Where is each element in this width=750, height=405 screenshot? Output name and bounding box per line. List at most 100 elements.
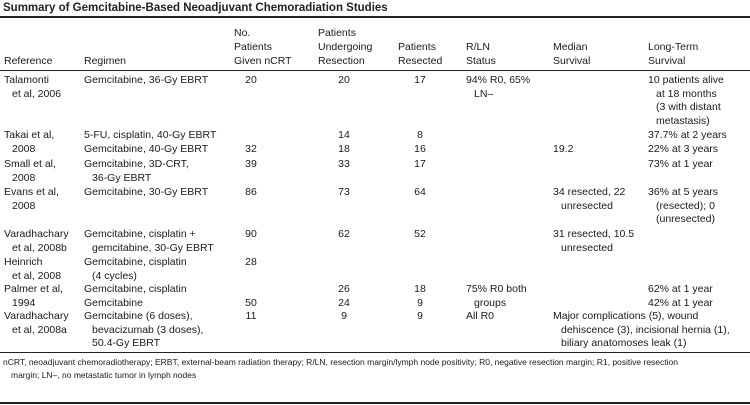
cell-line: Gemcitabine, 36-Gy EBRT [84,74,209,86]
cell-line: (3 with distant [656,101,721,113]
cell-line: 62% at 1 year [648,283,713,295]
cell-line: 20 [245,74,257,86]
cell-line: 18 [338,142,350,155]
cell-line: 9 [417,296,423,309]
cell-line: 9 [341,310,347,322]
column-header-line: Resected [398,55,443,67]
cell-resected: 52 [392,228,448,242]
cell-line: 39 [245,158,257,170]
cell-longterm: 10 patients alive at 18 months (3 with dis… [648,74,724,128]
cell-median: 34 resected, 22 unresected [553,186,625,213]
cell-undergoing: 9 [312,310,376,324]
cell-line: 32 [245,142,257,155]
cell-regimen: 5-FU, cisplatin, 40-Gy EBRT Gemcitabine, … [84,129,216,156]
cell-line: gemcitabine, 30-Gy EBRT [92,241,214,254]
cell-undergoing: 62 [312,228,376,242]
cell-line: 5-FU, cisplatin, 40-Gy EBRT [84,129,217,141]
column-header: Regimen [84,54,126,68]
cell-line: Palmer et al, [4,283,63,295]
cell-undergoing: 26 24 [312,283,376,310]
cell-undergoing: 20 [312,74,376,88]
cell-line: 52 [414,228,426,240]
cell-line: 22% at 3 years [648,142,719,155]
cell-line [220,129,282,143]
cell-regimen: Gemcitabine, 3D-CRT, 36-Gy EBRT [84,158,189,185]
cell-line: 16 [414,142,426,155]
cell-line: bevacizumab (3 doses), [92,323,204,336]
cell-given: 90 [220,228,282,242]
cell-line: 34 resected, 22 [553,186,626,198]
column-header-line: Patients [234,41,272,53]
cell-line: 37.7% at 2 years [648,129,727,141]
cell-line: 73 [338,186,350,198]
cell-reference: Small et al, 2008 [4,158,56,185]
cell-line: et al, 2008b [12,241,67,254]
cell-line: Gemcitabine, 30-Gy EBRT [84,186,209,198]
footnote-line: nCRT, neoadjuvant chemoradiotherapy; ERB… [3,357,678,367]
cell-median: 19.2 [553,129,573,156]
column-header-line: R/LN [466,41,490,53]
cell-line: et al, 2006 [12,87,62,100]
cell-line: 94% R0, 65% [466,74,531,86]
column-header: Median Survival [553,40,590,68]
header-rule [0,70,750,71]
cell-regimen: Gemcitabine (6 doses), bevacizumab (3 dos… [84,310,203,351]
cell-line: Gemcitabine, cisplatin [84,256,187,268]
cell-regimen: Gemcitabine, 36-Gy EBRT [84,74,208,88]
cell-line: (4 cycles) [92,269,137,282]
cell-line: 9 [417,310,423,322]
cell-line: 17 [414,158,426,170]
cell-line: 18 [414,283,426,295]
cell-line: groups [474,296,507,309]
column-header-line: Status [466,55,496,67]
cell-line: et al, 2008 [12,269,62,282]
cell-line [553,129,573,143]
cell-line: Takai et al, [4,129,55,141]
cell-reference: Takai et al, 2008 [4,129,54,156]
column-header-line: Patients [398,41,436,53]
cell-line: biliary anatomoses leak (1) [561,337,687,349]
cell-line: 2008 [12,142,36,155]
cell-line: et al, 2008a [12,323,67,336]
cell-status: All R0 [466,310,494,324]
cell-line: 17 [414,74,426,86]
cell-line: 50 [245,296,257,309]
cell-line: unresected [561,199,613,212]
column-header: No. Patients Given nCRT [234,26,292,68]
cell-line: Heinrich [4,256,43,268]
cell-given: 28 [220,256,282,270]
cell-regimen: Gemcitabine, cisplatin + gemcitabine, 30-… [84,228,214,255]
bottom-rule [0,402,750,404]
cell-line: 36% at 5 years [648,186,719,198]
cell-given: 86 [220,186,282,200]
cell-line: LN– [474,87,494,100]
column-header: R/LN Status [466,40,496,68]
cell-line: 36-Gy EBRT [92,171,152,184]
cell-line: Major complications (5), wound [553,310,699,322]
cell-median: Major complications (5), wound dehiscence… [553,310,730,351]
cell-line: 42% at 1 year [648,296,713,309]
column-header-line: Undergoing [318,41,373,53]
cell-line: 28 [245,256,257,268]
column-header-line: No. [234,27,251,39]
cell-line: 75% R0 both [466,283,527,295]
cell-line: All R0 [466,310,495,322]
cell-line: 50.4-Gy EBRT [92,337,161,349]
cell-status: 75% R0 both groups [466,283,527,310]
column-header: Patients Undergoing Resection [318,26,372,68]
cell-longterm: 36% at 5 years (resected); 0 (unresected) [648,186,718,227]
column-header-line: Regimen [84,55,127,67]
cell-line: Gemcitabine, cisplatin [84,283,187,295]
cell-status: 94% R0, 65% LN– [466,74,530,101]
column-header-line: Patients [318,27,356,39]
cell-line: 2008 [12,199,36,212]
cell-line: Small et al, [4,158,56,170]
cell-regimen: Gemcitabine, 30-Gy EBRT [84,186,208,200]
cell-line: dehiscence (3), incisional hernia (1), [561,323,730,336]
cell-line: 20 [338,74,350,86]
cell-line: 64 [414,186,426,198]
cell-resected: 9 [392,310,448,324]
cell-line: metastasis) [656,114,710,127]
cell-line: 2008 [12,171,36,184]
cell-longterm: 37.7% at 2 years 22% at 3 years [648,129,727,156]
